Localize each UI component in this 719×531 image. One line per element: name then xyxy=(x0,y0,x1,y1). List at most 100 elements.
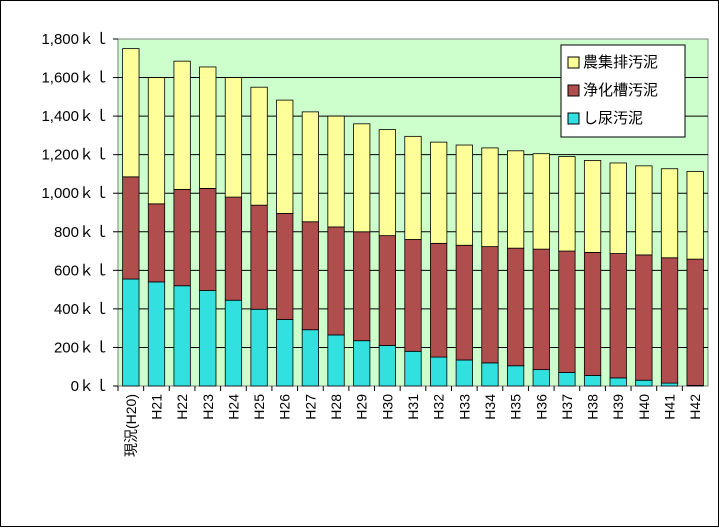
bar-segment-0 xyxy=(327,334,345,387)
legend-label-0: 農集排汚泥 xyxy=(583,54,658,71)
bar-segment-0 xyxy=(583,374,602,387)
y-axis-ticks: 0ｋｌ 200ｋｌ 400ｋｌ 600ｋｌ 800ｋｌ 1,000ｋｌ 1,200ｋｌ 1,4… xyxy=(41,31,118,395)
bar-segment-1 xyxy=(224,196,243,301)
bar-segment-0 xyxy=(430,356,448,387)
x-tick-label: H26 xyxy=(277,394,293,420)
x-tick-label: H29 xyxy=(354,394,370,420)
bar-segment-1 xyxy=(455,244,473,361)
y-tick-label: 1,000ｋｌ xyxy=(41,185,109,202)
bar-segment-2 xyxy=(532,153,550,250)
bar-segment-1 xyxy=(404,239,422,352)
x-tick-label: H21 xyxy=(148,394,164,420)
x-tick-label: H34 xyxy=(482,394,498,420)
bar-segment-1 xyxy=(276,213,294,320)
bar-segment-2 xyxy=(635,165,653,256)
bar-segment-1 xyxy=(327,226,345,336)
bar-segment-1 xyxy=(147,203,166,283)
y-tick-label: 800ｋｌ xyxy=(54,224,109,241)
bar-segment-0 xyxy=(173,285,191,387)
x-tick-label: H31 xyxy=(405,394,421,420)
y-tick-label: 1,800ｋｌ xyxy=(41,31,109,48)
bar-segment-2 xyxy=(122,48,140,178)
bar-segment-2 xyxy=(327,115,345,228)
y-tick-label: 400ｋｌ xyxy=(54,301,109,318)
bar-segment-2 xyxy=(224,77,243,198)
x-tick-label: H25 xyxy=(251,394,267,420)
x-tick-label: H41 xyxy=(662,394,678,420)
bar-segment-1 xyxy=(199,187,217,291)
legend-label-1: 浄化槽汚泥 xyxy=(583,82,658,99)
bar-segment-2 xyxy=(609,162,627,254)
legend-label-2: し尿汚泥 xyxy=(583,110,643,127)
bar-segment-0 xyxy=(378,345,396,387)
bar-segment-0 xyxy=(558,372,576,387)
bar-segment-1 xyxy=(609,253,627,379)
bar-segment-2 xyxy=(199,66,217,189)
x-tick-label: H40 xyxy=(636,394,652,420)
x-tick-label: H36 xyxy=(533,394,549,420)
bar-segment-1 xyxy=(378,235,396,346)
x-tick-label: H22 xyxy=(174,394,190,420)
bar-segment-0 xyxy=(481,362,499,387)
legend: 農集排汚泥 浄化槽汚泥 し尿汚泥 xyxy=(560,44,686,138)
bar-segment-0 xyxy=(147,281,166,387)
bar-segment-1 xyxy=(635,254,653,381)
legend-box xyxy=(560,44,686,138)
legend-swatch-1 xyxy=(567,84,580,97)
bar-segment-2 xyxy=(404,135,422,240)
y-tick-label: 0ｋｌ xyxy=(71,378,109,395)
bar-segment-0 xyxy=(404,350,422,387)
legend-swatch-2 xyxy=(567,112,580,125)
x-tick-label: H39 xyxy=(610,394,626,420)
x-tick-label: H32 xyxy=(431,394,447,420)
bar-segment-0 xyxy=(199,290,217,387)
bar-segment-0 xyxy=(455,359,473,387)
bar-segment-0 xyxy=(224,299,243,387)
bar-segment-2 xyxy=(583,160,602,253)
bar-segment-2 xyxy=(378,129,396,237)
bar-segment-0 xyxy=(609,377,627,387)
legend-swatch-0 xyxy=(567,56,580,69)
y-tick-label: 200ｋｌ xyxy=(54,339,109,356)
y-tick-label: 1,200ｋｌ xyxy=(41,147,109,164)
bar-segment-2 xyxy=(301,111,319,223)
x-tick-label: H33 xyxy=(456,394,472,420)
y-tick-label: 1,600ｋｌ xyxy=(41,70,109,87)
bar-segment-0 xyxy=(660,382,679,387)
bar-segment-2 xyxy=(276,99,294,214)
x-tick-label: H27 xyxy=(302,394,318,420)
bar-segment-2 xyxy=(147,77,166,205)
y-tick-label: 600ｋｌ xyxy=(54,262,109,279)
x-tick-label: H30 xyxy=(379,394,395,420)
bar-segment-0 xyxy=(122,278,140,387)
bar-segment-1 xyxy=(301,221,319,331)
x-axis-ticks: 現況(H20) H21 H22 H23 H24 H25 H26 H27 H28 H29 H30 H31… xyxy=(117,386,703,457)
bar-segment-0 xyxy=(506,365,525,387)
bar-segment-2 xyxy=(250,86,268,206)
bar-segment-2 xyxy=(506,150,525,249)
y-tick-label: 1,400ｋｌ xyxy=(41,108,109,125)
bar-segment-2 xyxy=(353,123,371,233)
x-tick-label: H42 xyxy=(687,394,703,420)
bar-segment-1 xyxy=(686,258,704,386)
bar-segment-1 xyxy=(558,250,576,373)
bar-segment-2 xyxy=(481,147,499,248)
bar-segment-0 xyxy=(276,319,294,387)
x-tick-label: H38 xyxy=(585,394,601,420)
bar-segment-2 xyxy=(660,168,679,259)
x-tick-label: H35 xyxy=(508,394,524,420)
x-tick-label: H37 xyxy=(559,394,575,420)
x-tick-label: H23 xyxy=(200,394,216,420)
bar-segment-1 xyxy=(583,252,602,376)
bar-segment-1 xyxy=(430,242,448,358)
bar-segment-2 xyxy=(558,156,576,252)
bar-segment-1 xyxy=(353,231,371,342)
bar-segment-1 xyxy=(660,257,679,384)
bar-segment-2 xyxy=(686,171,704,260)
bar-segment-1 xyxy=(506,247,525,367)
x-tick-label: H28 xyxy=(328,394,344,420)
bar-segment-0 xyxy=(635,379,653,387)
bars-group xyxy=(122,48,704,387)
